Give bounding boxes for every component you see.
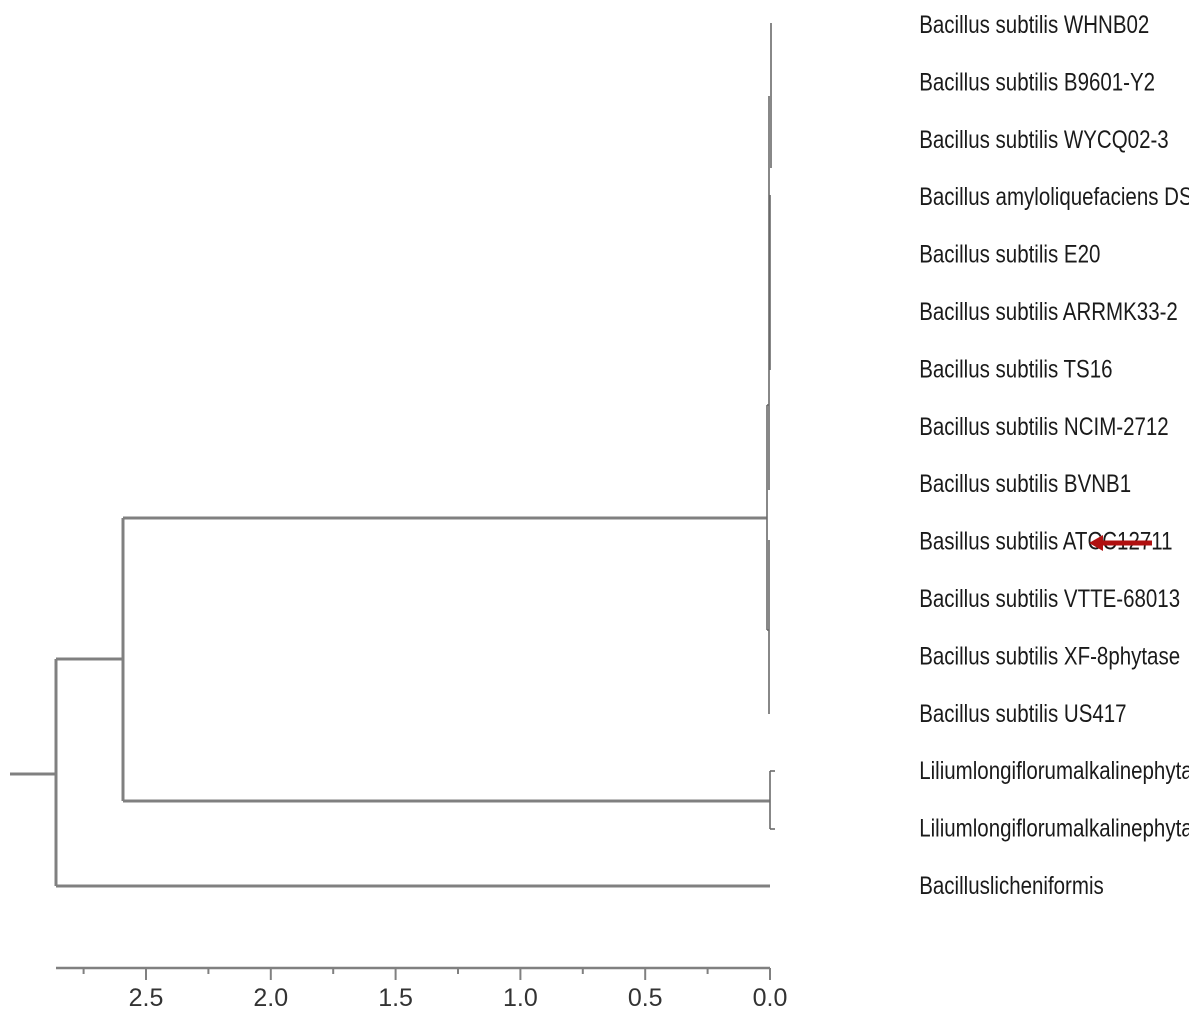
leaf-label: Bacilluslicheniformis bbox=[919, 871, 1104, 899]
axis-tick-label: 0.0 bbox=[753, 984, 788, 1010]
leaf-label: Bacillus subtilis US417 bbox=[919, 699, 1126, 727]
axis-tick-label: 2.0 bbox=[253, 984, 288, 1010]
leaf-label: Bacillus subtilis ARRMK33-2 bbox=[919, 297, 1178, 325]
leaf-label: Liliumlongiflorumalkalinephytaseisofo bbox=[919, 814, 1189, 842]
scale-axis: 2.5 2.0 1.5 1.0 0.5 0.0 bbox=[56, 966, 788, 1010]
axis-tick-label: 1.0 bbox=[503, 984, 538, 1010]
leaf-label: Bacillus subtilis TS16 bbox=[919, 354, 1112, 382]
axis-tick-label: 2.5 bbox=[129, 984, 164, 1010]
leaf-label: Bacillus subtilis WYCQ02-3 bbox=[919, 125, 1168, 153]
highlight-arrow-icon bbox=[1089, 535, 1152, 551]
leaf-label: Bacillus subtilis XF-8phytase bbox=[919, 641, 1180, 669]
axis-tick-label: 1.5 bbox=[378, 984, 413, 1010]
leaf-label: Bacillus subtilis WHNB02 bbox=[919, 10, 1149, 38]
leaf-label: Bacillus subtilis BVNB1 bbox=[919, 469, 1131, 497]
leaf-label: Bacillus subtilis VTTE-68013 bbox=[919, 584, 1180, 612]
leaf-label: Liliumlongiflorumalkalinephytaseisofo... bbox=[919, 756, 1189, 784]
leaf-label: Bacillus subtilis B9601-Y2 bbox=[919, 67, 1155, 95]
leaf-labels: Bacillus subtilis WHNB02 Bacillus subtili… bbox=[919, 10, 1189, 899]
leaf-label: Bacillus subtilis E20 bbox=[919, 240, 1100, 268]
axis-tick-label: 0.5 bbox=[628, 984, 663, 1010]
scale-axis-ticks: 2.5 2.0 1.5 1.0 0.5 0.0 bbox=[82, 968, 788, 1010]
leaf-label: Bacillus subtilis NCIM-2712 bbox=[919, 412, 1168, 440]
leaf-label: Bacillus amyloliquefaciens DS11 bbox=[919, 182, 1189, 210]
